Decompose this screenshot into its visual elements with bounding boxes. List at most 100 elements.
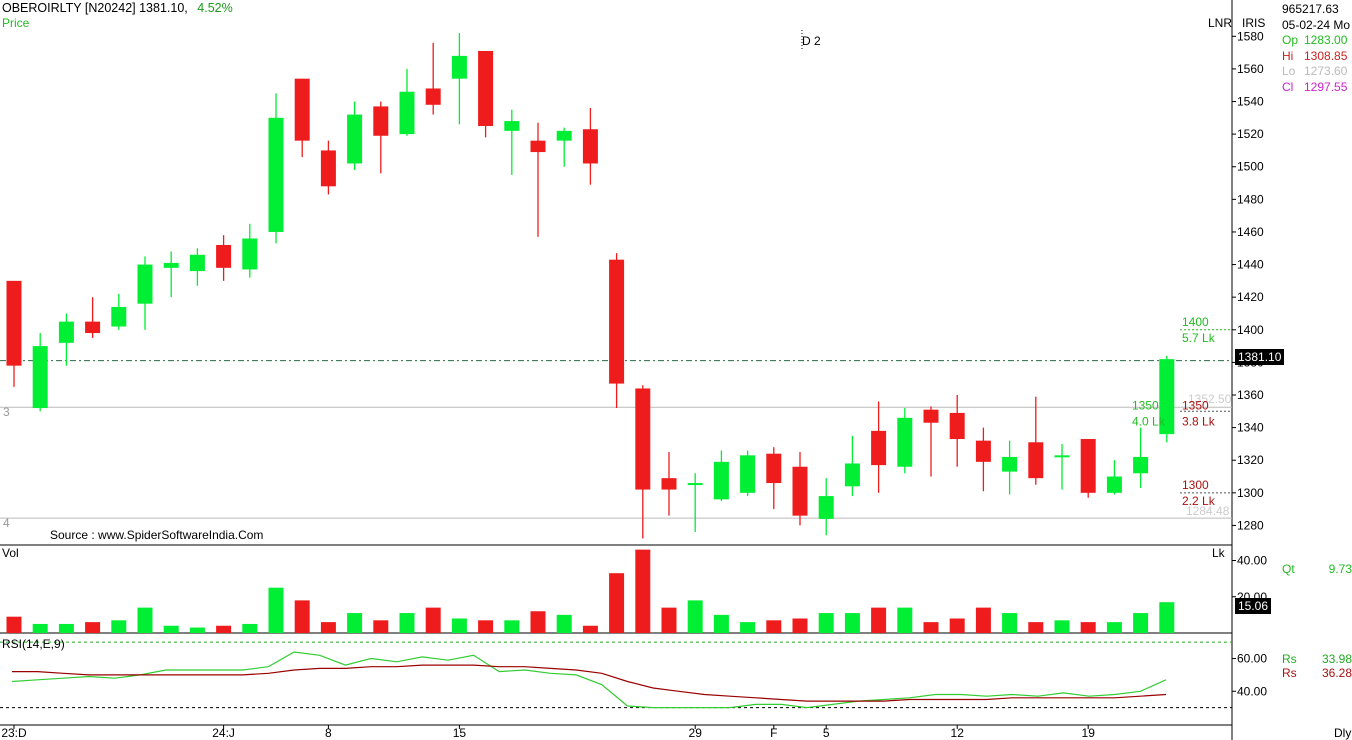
candle-body [189, 254, 205, 272]
annotation-volume-1350-green: 4.0 Lk [1132, 414, 1166, 428]
candle-body [818, 496, 834, 519]
volume-bar [661, 607, 677, 633]
left-marker-4: 4 [3, 516, 10, 530]
volume-bar [478, 620, 494, 633]
price-tick-label: 1360 [1237, 388, 1264, 402]
volume-bar [373, 620, 389, 633]
price-pane-label: Price [2, 16, 30, 30]
candle-body [478, 50, 494, 126]
volume-bar [1159, 602, 1175, 633]
left-marker-3: 3 [3, 405, 10, 419]
candle-body [1028, 442, 1044, 479]
candle-body [740, 455, 756, 493]
candle-body [137, 264, 153, 304]
candle-body [975, 440, 991, 462]
candle-body [556, 130, 572, 141]
volume-bar [189, 627, 205, 633]
price-tick-label: 1420 [1237, 290, 1264, 304]
qt-value: 9.73 [1328, 562, 1352, 576]
volume-tick-label: 40.00 [1237, 554, 1267, 568]
price-tick-label: 1520 [1237, 127, 1264, 141]
volume-bar [1054, 620, 1070, 633]
candle-body [844, 463, 860, 487]
source-credit: Source : www.SpiderSoftwareIndia.Com [50, 528, 264, 542]
volume-bar [242, 623, 258, 633]
qt-label: Qt [1282, 562, 1295, 576]
volume-bar [556, 614, 572, 633]
volume-pane-label: Vol [2, 546, 19, 560]
volume-bar [844, 613, 860, 633]
candle-body [58, 321, 74, 343]
info-low: Lo 1273.60 [1282, 64, 1350, 80]
volume-bar [1028, 622, 1044, 633]
volume-bar [504, 620, 520, 633]
candle-body [792, 466, 808, 516]
annotation-level-1350-green: 1350 [1132, 398, 1159, 412]
rsi-tick-label: 60.00 [1237, 652, 1267, 666]
price-tick-label: 1300 [1237, 486, 1264, 500]
candle-body [6, 280, 22, 366]
rsi-stat-2: Rs 36.28 [1282, 666, 1352, 680]
price-tick-label: 1460 [1237, 225, 1264, 239]
candle-body [320, 150, 336, 187]
time-tick-label: 23:D [1, 726, 27, 740]
candle-body [661, 478, 677, 490]
time-tick-label: 8 [325, 726, 332, 740]
lnr-label[interactable]: LNR [1208, 16, 1233, 30]
price-tick-label: 1280 [1237, 518, 1264, 532]
rsi-stat-1-label: Rs [1282, 652, 1297, 666]
time-tick-label: 15 [453, 726, 467, 740]
time-tick-label: F [770, 726, 777, 740]
price-tick-label: 1480 [1237, 192, 1264, 206]
candle-body [1002, 456, 1018, 472]
time-tick-label: 29 [689, 726, 703, 740]
candle-body [373, 106, 389, 136]
volume-bar [6, 616, 22, 633]
candle-body [713, 461, 729, 500]
candle-body [1133, 456, 1149, 474]
candle-body [635, 388, 651, 490]
candle-body [1106, 476, 1122, 493]
volume-bar [923, 622, 939, 633]
current-volume-tag: 15.06 [1235, 598, 1272, 614]
volume-bar [451, 618, 467, 633]
rsi-pane-label: RSI(14,E,9) [2, 637, 65, 651]
iris-label[interactable]: IRIS [1242, 16, 1266, 30]
volume-bar [897, 607, 913, 633]
qt-stat: Qt 9.73 [1282, 562, 1352, 576]
price-tick-label: 1560 [1237, 62, 1264, 76]
volume-bar [1106, 622, 1122, 633]
candle-body [923, 409, 939, 423]
symbol-title: OBEROIRLTY [N20242] 1381.10, 4.52% [2, 1, 233, 15]
last-price: 1381.10, [139, 1, 188, 15]
volume-bar [949, 618, 965, 633]
price-tick-label: 1500 [1237, 160, 1264, 174]
annotation-faded-upper: 1352.50 [1188, 392, 1232, 406]
info-low-value: 1273.60 [1304, 64, 1348, 78]
info-date: 05-02-24 Mo [1282, 17, 1351, 32]
annotation-volume-1400: 5.7 Lk [1182, 331, 1216, 345]
volume-bar [85, 622, 101, 633]
rsi-stat-1: Rs 33.98 [1282, 652, 1352, 666]
annotation-faded-lower: 1284.48 [1186, 504, 1230, 518]
volume-bar [1133, 613, 1149, 633]
annotation-level-1300: 1300 [1182, 478, 1209, 492]
volume-bar [320, 622, 336, 633]
volume-bar [1080, 622, 1096, 633]
candle-body [347, 114, 363, 164]
price-tick-label: 1400 [1237, 323, 1264, 337]
annotation-volume-1350-red: 3.8 Lk [1182, 414, 1216, 428]
candle-body [1080, 439, 1096, 493]
period-label[interactable]: Dly [1334, 726, 1352, 740]
chart-marker: D 2 [802, 34, 821, 48]
candle-body [85, 321, 101, 334]
volume-bar [425, 607, 441, 633]
change-percent: 4.52% [197, 1, 233, 15]
candle-body [871, 430, 887, 466]
candle-body [1159, 359, 1175, 435]
volume-bar [740, 622, 756, 633]
info-open: Op 1283.00 [1282, 33, 1350, 49]
rsi-signal-line [12, 664, 1167, 702]
info-open-value: 1283.00 [1304, 33, 1348, 47]
